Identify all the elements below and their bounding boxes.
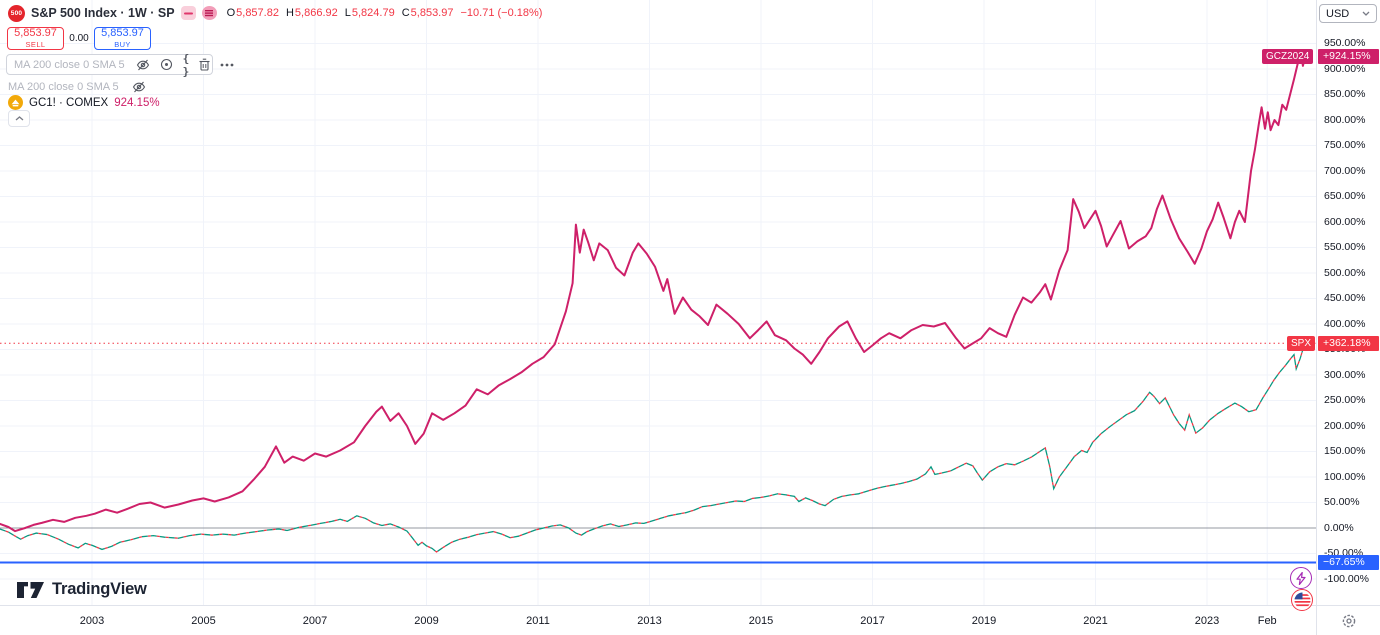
low-label: L xyxy=(344,7,351,19)
tradingview-logo[interactable]: TradingView xyxy=(16,580,147,599)
low-value: 5,824.79 xyxy=(351,7,395,19)
open-value: 5,857.82 xyxy=(236,7,279,19)
ohlc-readout: O 5,857.82 H 5,866.92 L 5,824.79 C 5,853.97 … xyxy=(227,7,543,19)
indicator-label[interactable]: MA 200 close 0 SMA 5 xyxy=(14,58,125,71)
price-axis[interactable]: USD 950.00% 900.00% 850.00% 800.00% 750.00% 7… xyxy=(1316,0,1380,605)
compare-symbol-label[interactable]: GC1! · COMEX xyxy=(29,96,109,109)
delete-trash-icon[interactable] xyxy=(199,58,210,71)
price-tick-label: 650.00% xyxy=(1324,190,1366,202)
time-tick-label: 2005 xyxy=(191,615,216,627)
price-tick-label: 900.00% xyxy=(1324,62,1366,75)
chevron-down-icon xyxy=(1362,11,1370,16)
legend-minus-icon[interactable] xyxy=(180,6,196,20)
time-tick-label: 2003 xyxy=(79,615,105,627)
high-label: H xyxy=(285,7,294,19)
tradingview-mark-icon xyxy=(17,581,44,598)
time-tick-label: 2013 xyxy=(637,615,662,627)
spx-series-bars-up[interactable] xyxy=(0,347,1306,553)
time-tick-label: 2019 xyxy=(971,615,997,627)
indicator-label[interactable]: MA 200 close 0 SMA 5 xyxy=(8,80,119,93)
price-tick-label: 550.00% xyxy=(1324,241,1366,253)
price-axis-value-chip: +924.15% xyxy=(1318,49,1379,65)
price-tick-label: 600.00% xyxy=(1324,215,1366,228)
eye-off-icon[interactable] xyxy=(136,59,150,71)
gold-futures-icon xyxy=(8,95,23,110)
more-options-icon[interactable] xyxy=(220,63,234,67)
price-tick-label: 750.00% xyxy=(1324,139,1366,151)
price-tick-label: 700.00% xyxy=(1324,164,1366,177)
indicator-row-ma200-1[interactable]: MA 200 close 0 SMA 5 { } xyxy=(6,51,234,78)
price-tick-label: 0.00% xyxy=(1324,521,1354,534)
time-tick-label: 2015 xyxy=(748,615,774,627)
scales-settings-gear-icon[interactable] xyxy=(1341,613,1357,629)
sell-price: 5,853.97 xyxy=(14,27,57,40)
price-tick-label: 50.00% xyxy=(1324,496,1360,508)
price-tick-label: 100.00% xyxy=(1324,470,1366,483)
price-tick-label: 200.00% xyxy=(1324,419,1366,432)
time-tick-label: 2017 xyxy=(860,615,885,627)
axis-settings-corner[interactable] xyxy=(1316,605,1380,635)
flash-lightning-button[interactable] xyxy=(1290,567,1312,589)
us-flag-button[interactable] xyxy=(1291,589,1313,611)
buy-label: BUY xyxy=(114,40,131,50)
price-tick-label: 300.00% xyxy=(1324,368,1366,381)
indicator-row-ma200-2[interactable]: MA 200 close 0 SMA 5 xyxy=(8,78,146,95)
price-axis-value-chip: +362.18% xyxy=(1318,335,1379,351)
eye-off-icon[interactable] xyxy=(132,81,146,93)
time-tick-label: Feb xyxy=(1257,615,1277,627)
price-tick-label: 150.00% xyxy=(1324,445,1366,457)
price-tick-label: -100.00% xyxy=(1324,572,1369,585)
price-tick-label: 500.00% xyxy=(1324,266,1366,279)
open-label: O xyxy=(226,7,236,19)
us-flag-icon xyxy=(1294,592,1310,608)
sell-label: SELL xyxy=(25,40,46,50)
legend-menu-icon[interactable] xyxy=(201,6,217,20)
time-tick-label: 2023 xyxy=(1194,615,1220,627)
time-tick-label: 2007 xyxy=(302,615,328,627)
lightning-bolt-icon xyxy=(1296,571,1306,585)
price-tick-label: 450.00% xyxy=(1324,292,1366,304)
series-label-chip-gcz2024: GCZ2024 xyxy=(1262,49,1314,65)
close-label: C xyxy=(401,7,410,19)
price-tick-label: 800.00% xyxy=(1324,113,1366,126)
compare-row-gc1[interactable]: GC1! · COMEX 924.15% xyxy=(8,94,160,111)
close-value: 5,853.97 xyxy=(410,7,454,19)
compare-change-value: 924.15% xyxy=(114,96,160,109)
spread-value: 0.00 xyxy=(69,33,89,44)
currency-selector[interactable]: USD xyxy=(1319,4,1377,23)
sell-button[interactable]: 5,853.97 SELL xyxy=(7,27,64,50)
chart-area[interactable]: GCZ2024 SPX xyxy=(0,0,1316,605)
time-axis[interactable]: 2003 2005 2007 2009 2011 2013 2015 2017 2019 2021… xyxy=(0,605,1316,635)
change-value: −10.71 (−0.18%) xyxy=(460,7,543,19)
source-code-icon[interactable]: { } xyxy=(182,51,190,78)
series-label-chip-spx: SPX xyxy=(1287,335,1316,351)
legend-collapse-button[interactable] xyxy=(8,110,30,127)
price-tick-label: 400.00% xyxy=(1324,317,1366,330)
price-tick-label: 950.00% xyxy=(1324,37,1366,49)
trade-panel: 5,853.97 SELL 0.00 5,853.97 BUY xyxy=(7,27,151,50)
price-axis-value-chip: −67.65% xyxy=(1318,555,1379,570)
high-value: 5,866.92 xyxy=(294,7,338,19)
settings-icon[interactable] xyxy=(160,58,173,71)
time-tick-label: 2021 xyxy=(1083,615,1108,627)
time-tick-label: 2011 xyxy=(526,615,550,627)
buy-button[interactable]: 5,853.97 BUY xyxy=(94,27,151,50)
symbol-title[interactable]: S&P 500 Index · 1W · SP xyxy=(31,6,175,20)
tradingview-logo-text: TradingView xyxy=(52,580,147,598)
price-tick-label: 850.00% xyxy=(1324,88,1366,100)
chevron-up-icon xyxy=(15,116,23,121)
price-tick-label: 250.00% xyxy=(1324,394,1366,406)
gold-series-line[interactable] xyxy=(0,52,1307,533)
chart-canvas[interactable] xyxy=(0,0,1316,605)
buy-price: 5,853.97 xyxy=(101,27,144,40)
sp500-logo-icon: 500 xyxy=(8,4,25,22)
currency-label: USD xyxy=(1326,7,1350,20)
time-tick-label: 2009 xyxy=(414,615,439,627)
